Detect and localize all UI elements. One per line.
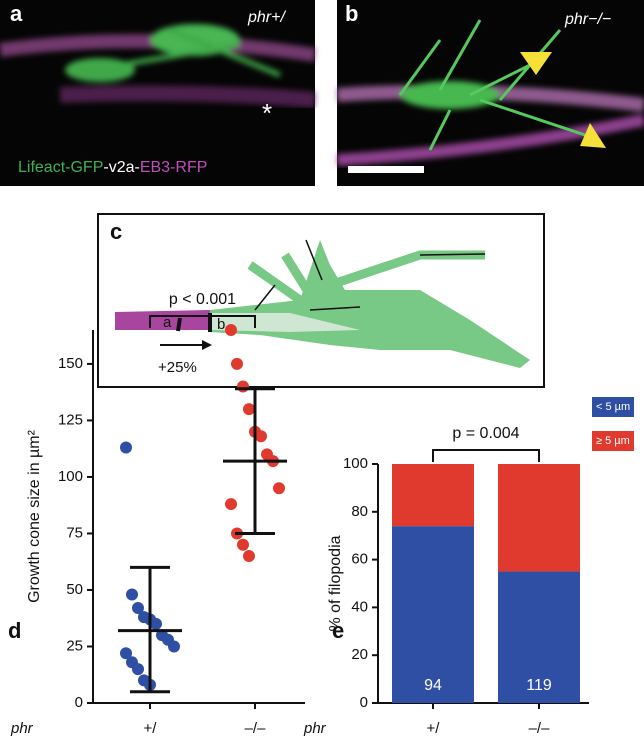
filopodia <box>247 250 485 315</box>
dot <box>225 324 237 336</box>
y-tick-label: 40 <box>351 598 368 615</box>
x-tick-label: +/ <box>427 720 441 737</box>
legend-label: ≥ 5 µm <box>596 435 630 447</box>
dot <box>132 602 144 615</box>
significance-bracket <box>149 315 256 328</box>
y-tick-label: 80 <box>351 503 368 520</box>
x-tick-label: +/ <box>144 720 158 737</box>
arrowhead <box>580 123 606 148</box>
bar-segment <box>392 526 474 703</box>
y-tick-label: 75 <box>66 524 83 541</box>
y-tick-label: 60 <box>351 551 368 568</box>
dot <box>168 640 180 653</box>
dot <box>120 647 132 660</box>
panel-label: e <box>332 618 344 643</box>
y-tick-label: 20 <box>351 646 368 663</box>
x-axis-label: phr <box>10 720 34 737</box>
p-value: p < 0.001 <box>169 291 236 308</box>
legend-label: < 5 µm <box>596 401 630 413</box>
bar-segment <box>392 464 474 527</box>
panel-label: b <box>345 1 358 26</box>
y-tick-label: 0 <box>360 694 368 711</box>
dot <box>231 357 243 370</box>
y-tick-label: 100 <box>58 468 83 485</box>
legend-swatch <box>592 431 634 451</box>
dot <box>150 617 162 630</box>
legend-green: Lifeact-GFP <box>18 159 103 176</box>
central-domain <box>210 313 360 332</box>
legend-swatch <box>592 397 634 417</box>
panel-label: c <box>110 219 122 244</box>
mark-a <box>176 317 182 332</box>
x-axis-label: phr <box>303 720 327 737</box>
y-tick-label: 25 <box>66 637 83 654</box>
filopodia <box>398 19 601 151</box>
bar-segment <box>498 464 580 572</box>
x-tick-label: –/– <box>245 720 267 737</box>
dot <box>120 441 132 454</box>
dot <box>255 430 267 443</box>
dot <box>237 538 249 551</box>
n-label: 94 <box>424 677 442 694</box>
point-label: a <box>163 314 172 331</box>
marker: * <box>262 98 272 128</box>
y-axis-label: Growth cone size in µm² <box>26 429 43 603</box>
genotype: phr+/ <box>247 9 286 26</box>
dot <box>243 550 255 563</box>
arrowhead <box>520 52 552 75</box>
filopodia-length <box>254 239 486 311</box>
y-tick-label: 50 <box>66 581 83 598</box>
p-value: p = 0.004 <box>452 425 519 442</box>
y-tick-label: 150 <box>58 355 83 372</box>
legend-magenta: EB3-RFP <box>140 159 208 176</box>
dot <box>237 380 249 393</box>
dot <box>225 498 237 511</box>
point-label: b <box>217 316 225 333</box>
y-axis-label: % of filopodia <box>327 535 344 631</box>
dot <box>126 588 138 601</box>
significance-bracket <box>432 449 540 462</box>
legend: Lifeact-GFP-v2a-EB3-RFP <box>18 159 207 176</box>
y-tick-label: 125 <box>58 411 83 428</box>
arrow-head <box>202 340 212 350</box>
n-label: 119 <box>526 677 552 694</box>
x-tick-label: –/– <box>529 720 551 737</box>
image-b-content <box>336 81 644 166</box>
bar-segment <box>498 571 580 703</box>
panel-label: a <box>10 1 23 26</box>
scale-bar <box>348 166 424 173</box>
shift-label: +25% <box>158 359 197 376</box>
dot <box>273 482 285 495</box>
dot <box>132 663 144 676</box>
panel-label: d <box>8 618 21 643</box>
legend-white: -v2a- <box>103 159 139 176</box>
image-a-content <box>0 24 317 108</box>
genotype: phr−/− <box>564 11 611 28</box>
y-tick-label: 100 <box>343 455 368 472</box>
y-tick-label: 0 <box>75 694 83 711</box>
dot <box>243 403 255 416</box>
